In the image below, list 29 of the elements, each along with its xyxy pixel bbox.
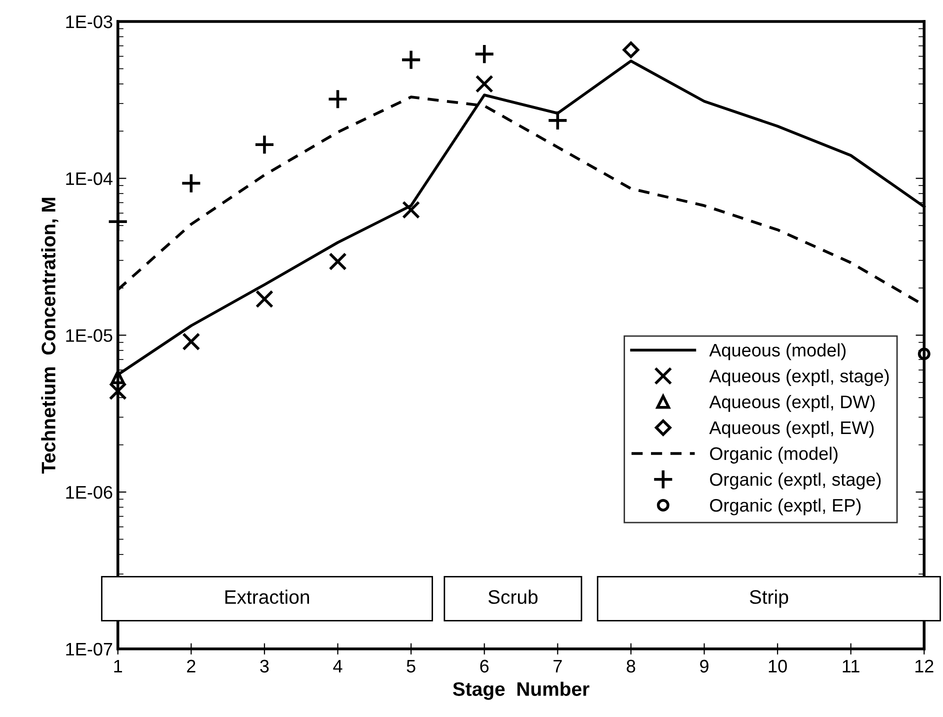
y-axis-title: Technetium Concentration, M — [41, 198, 58, 474]
x-tick-label: 8 — [626, 660, 636, 673]
y-tick-label: 1E-04 — [66, 172, 112, 186]
legend-label: Aqueous (exptl, EW) — [709, 420, 874, 438]
x-tick-label: 2 — [187, 660, 196, 672]
x-tick-label: 10 — [768, 660, 787, 673]
legend-label: Organic (exptl, EP) — [710, 498, 861, 516]
x-tick-label: 5 — [406, 660, 416, 673]
y-tick-label: 1E-03 — [66, 15, 112, 28]
legend-label: Aqueous (exptl, stage) — [709, 369, 889, 386]
x-tick-label: 3 — [260, 660, 269, 673]
x-tick-label: 12 — [915, 660, 934, 672]
legend-label: Aqueous (model) — [709, 343, 846, 360]
x-tick-label: 9 — [700, 660, 708, 673]
legend-label: Organic (model) — [710, 446, 838, 464]
x-tick-label: 11 — [842, 660, 860, 672]
y-tick-label: 1E-07 — [66, 642, 112, 656]
y-tick-label: 1E-05 — [66, 329, 112, 342]
x-tick-label: 7 — [554, 660, 562, 672]
x-tick-label: 4 — [333, 660, 342, 672]
legend-label: Organic (exptl, stage) — [710, 472, 881, 490]
legend-label: Aqueous (exptl, DW) — [709, 395, 875, 412]
x-tick-label: 6 — [480, 660, 489, 673]
x-tick-label: 1 — [114, 660, 122, 672]
annotation: Strip — [750, 590, 788, 608]
annotation: Scrub — [488, 590, 538, 604]
annotation: Extraction — [225, 590, 309, 604]
x-axis-title: Stage Number — [452, 682, 590, 700]
y-tick-label: 1E-06 — [66, 486, 112, 499]
